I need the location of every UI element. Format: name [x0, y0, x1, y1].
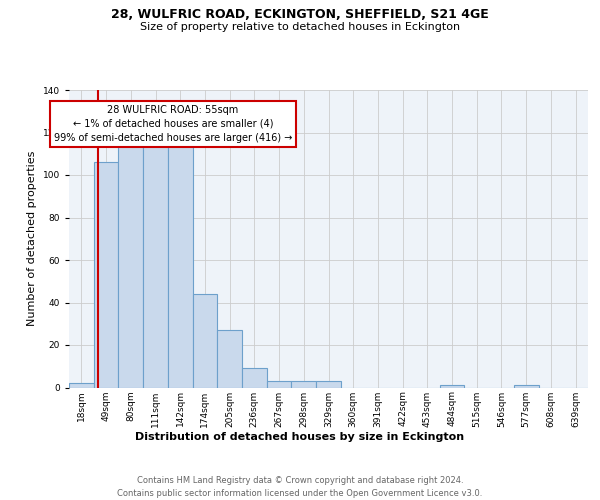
- Bar: [143, 116, 168, 388]
- Text: Distribution of detached houses by size in Eckington: Distribution of detached houses by size …: [136, 432, 464, 442]
- Text: Contains public sector information licensed under the Open Government Licence v3: Contains public sector information licen…: [118, 489, 482, 498]
- Bar: [94, 162, 118, 388]
- Y-axis label: Number of detached properties: Number of detached properties: [27, 151, 37, 326]
- Bar: [316, 381, 341, 388]
- Bar: [193, 294, 217, 388]
- Bar: [514, 386, 539, 388]
- Text: Size of property relative to detached houses in Eckington: Size of property relative to detached ho…: [140, 22, 460, 32]
- Text: 28 WULFRIC ROAD: 55sqm
← 1% of detached houses are smaller (4)
99% of semi-detac: 28 WULFRIC ROAD: 55sqm ← 1% of detached …: [53, 105, 292, 143]
- Bar: [168, 116, 193, 388]
- Bar: [242, 368, 267, 388]
- Text: Contains HM Land Registry data © Crown copyright and database right 2024.: Contains HM Land Registry data © Crown c…: [137, 476, 463, 485]
- Bar: [267, 381, 292, 388]
- Text: 28, WULFRIC ROAD, ECKINGTON, SHEFFIELD, S21 4GE: 28, WULFRIC ROAD, ECKINGTON, SHEFFIELD, …: [111, 8, 489, 20]
- Bar: [292, 381, 316, 388]
- Bar: [69, 383, 94, 388]
- Bar: [440, 386, 464, 388]
- Bar: [217, 330, 242, 388]
- Bar: [118, 112, 143, 388]
